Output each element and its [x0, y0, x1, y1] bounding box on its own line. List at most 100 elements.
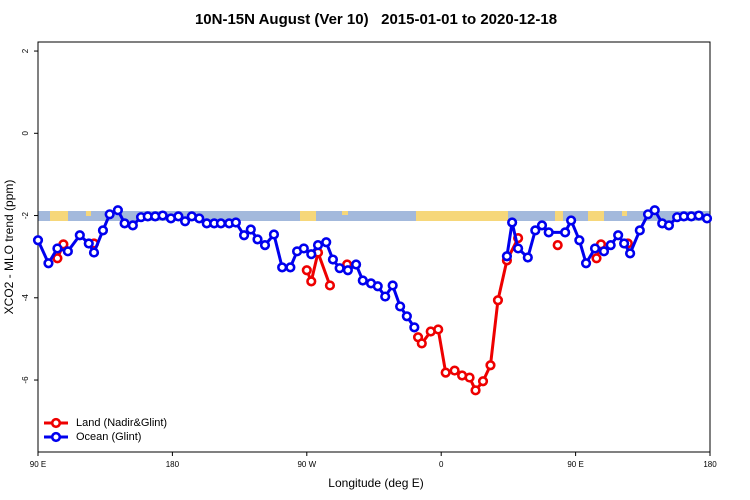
data-point [357, 275, 368, 286]
data-point [62, 246, 73, 257]
data-point [477, 376, 489, 387]
y-tick-label: -4 [21, 294, 30, 302]
data-point [268, 229, 280, 240]
data-point [173, 211, 184, 222]
data-point [566, 215, 577, 226]
data-point [464, 372, 475, 383]
data-point [259, 240, 271, 251]
series-line [305, 251, 332, 286]
data-point [387, 280, 398, 291]
data-point [663, 220, 675, 231]
data-point [433, 324, 444, 335]
ocean-strip [38, 211, 710, 221]
chart-title: 10N-15N August (Ver 10) 2015-01-01 to 20… [195, 11, 557, 28]
legend-marker [50, 417, 62, 429]
x-tick-label: 90 W [297, 460, 316, 469]
data-point [324, 280, 336, 291]
data-point [598, 246, 610, 257]
data-point [560, 227, 571, 238]
data-point [501, 251, 513, 262]
data-point [342, 265, 353, 276]
data-point [543, 227, 554, 238]
land-patch [300, 211, 316, 221]
data-point [321, 237, 332, 248]
data-point [179, 216, 191, 227]
data-point [372, 281, 383, 292]
data-point [238, 230, 250, 241]
data-point [634, 225, 645, 236]
data-point [112, 205, 123, 216]
data-point [301, 265, 312, 276]
data-point [298, 243, 309, 254]
data-point [285, 262, 296, 273]
x-tick-label: 180 [166, 460, 180, 469]
land-patch [86, 211, 91, 216]
y-tick-label: -6 [21, 376, 30, 384]
data-point [449, 365, 460, 376]
data-point [88, 247, 100, 258]
land-patch [342, 211, 348, 215]
legend-label: Ocean (Glint) [76, 431, 141, 443]
data-point [485, 360, 496, 371]
y-tick-label: 0 [21, 131, 30, 136]
land-patch [622, 211, 627, 216]
data-point [416, 338, 427, 349]
y-tick-label: -2 [21, 211, 30, 219]
data-point [649, 205, 660, 216]
data-point [693, 210, 704, 221]
data-point [334, 263, 345, 274]
data-point [589, 243, 601, 254]
data-point [306, 249, 317, 260]
data-point [580, 258, 592, 269]
legend-label: Land (Nadir&Glint) [76, 417, 167, 429]
data-point [619, 238, 630, 249]
data-point [574, 235, 585, 246]
data-point [52, 253, 63, 264]
y-axis-label: XCO2 - MLO trend (ppm) [2, 180, 16, 315]
series [52, 233, 633, 396]
data-point [245, 224, 256, 235]
data-point [536, 220, 548, 231]
data-point [492, 295, 504, 306]
data-point [119, 218, 130, 229]
data-point [83, 238, 94, 249]
data-point [552, 240, 563, 251]
data-point [440, 367, 451, 378]
plot-frame [37, 41, 711, 453]
data-point [215, 218, 227, 229]
data-point [252, 234, 263, 245]
data-point [74, 230, 85, 241]
legend-marker [50, 431, 62, 443]
land-patch [588, 211, 604, 221]
data-point [277, 262, 288, 273]
data-point [43, 258, 54, 269]
data-point [52, 243, 63, 254]
legend: Land (Nadir&Glint) Ocean (Glint) [44, 417, 167, 443]
data-point [380, 291, 391, 302]
data-point [32, 235, 44, 246]
data-point [230, 217, 241, 228]
data-point [701, 213, 713, 224]
data-point [513, 243, 524, 254]
data-point [507, 217, 518, 228]
data-point [522, 252, 533, 263]
data-point [409, 322, 420, 333]
data-point [306, 276, 317, 287]
series [32, 205, 713, 333]
x-axis-label: Longitude (deg E) [328, 476, 423, 490]
x-tick-label: 180 [703, 460, 717, 469]
data-point [127, 220, 138, 231]
data-point [350, 259, 362, 270]
data-point [395, 301, 406, 312]
land-patch [50, 211, 68, 221]
data-point [97, 225, 109, 236]
map-strip [38, 211, 710, 221]
data-point [327, 254, 339, 265]
data-point [591, 253, 602, 264]
data-point [312, 240, 324, 251]
land-patch [416, 211, 508, 221]
data-point [613, 230, 624, 241]
data-point [401, 311, 412, 322]
x-tick-label: 90 E [30, 460, 46, 469]
